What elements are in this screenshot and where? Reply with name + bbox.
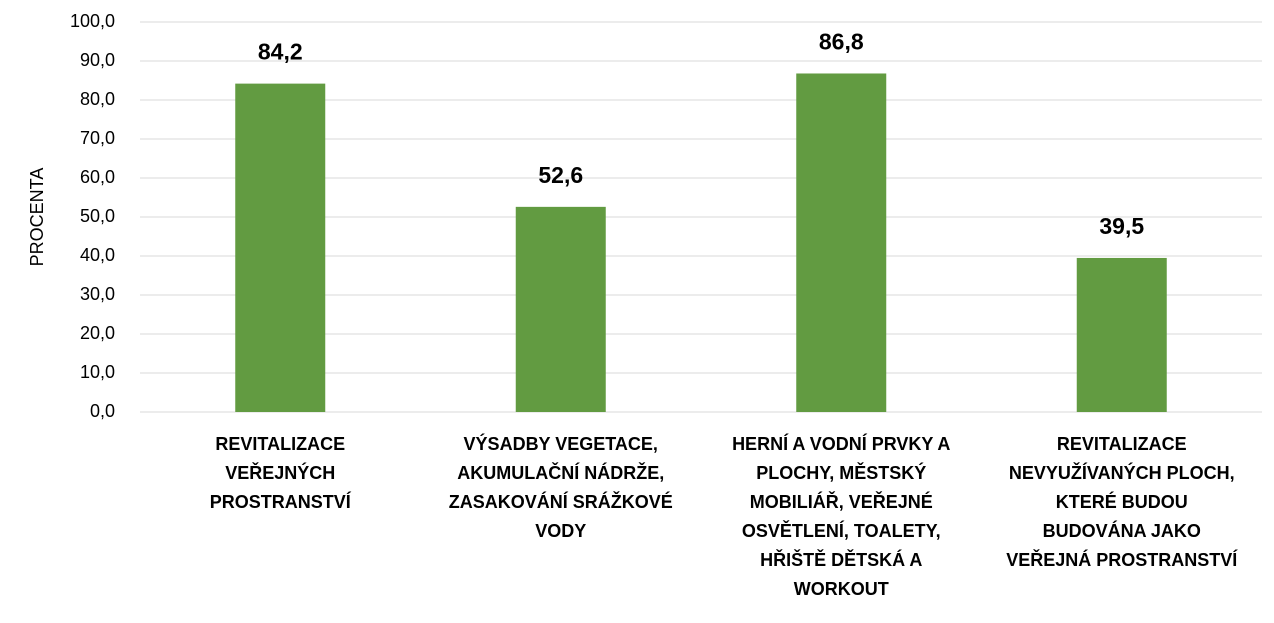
y-tick-label: 60,0 — [80, 167, 115, 187]
bar — [1076, 257, 1167, 412]
value-label: 39,5 — [1099, 213, 1144, 239]
value-label: 84,2 — [258, 39, 303, 65]
y-tick-label: 50,0 — [80, 206, 115, 226]
bar — [515, 206, 606, 412]
x-tick-label: REVITALIZACE VEŘEJNÝCH PROSTRANSTVÍ — [210, 434, 352, 512]
x-tick-label: VÝSADBY VEGETACE, AKUMULAČNÍ NÁDRŽE, ZASAK… — [449, 433, 673, 541]
y-tick-label: 10,0 — [80, 362, 115, 382]
y-tick-label: 90,0 — [80, 50, 115, 70]
x-tick-label: REVITALIZACE NEVYUŽÍVANÝCH PLOCH, KTERÉ BU… — [1006, 434, 1238, 570]
x-tick-label: HERNÍ A VODNÍ PRVKY A PLOCHY, MĚSTSKÝ MOBI… — [732, 433, 950, 599]
value-label: 86,8 — [819, 29, 864, 55]
y-axis-title: PROCENTA — [27, 168, 47, 267]
y-tick-label: 40,0 — [80, 245, 115, 265]
y-tick-label: 80,0 — [80, 89, 115, 109]
y-tick-label: 20,0 — [80, 323, 115, 343]
y-tick-label: 0,0 — [90, 401, 115, 421]
bar — [235, 83, 326, 413]
value-label: 52,6 — [538, 162, 583, 188]
y-tick-label: 30,0 — [80, 284, 115, 304]
y-tick-label: 100,0 — [70, 11, 115, 31]
bar — [796, 73, 887, 412]
y-tick-label: 70,0 — [80, 128, 115, 148]
